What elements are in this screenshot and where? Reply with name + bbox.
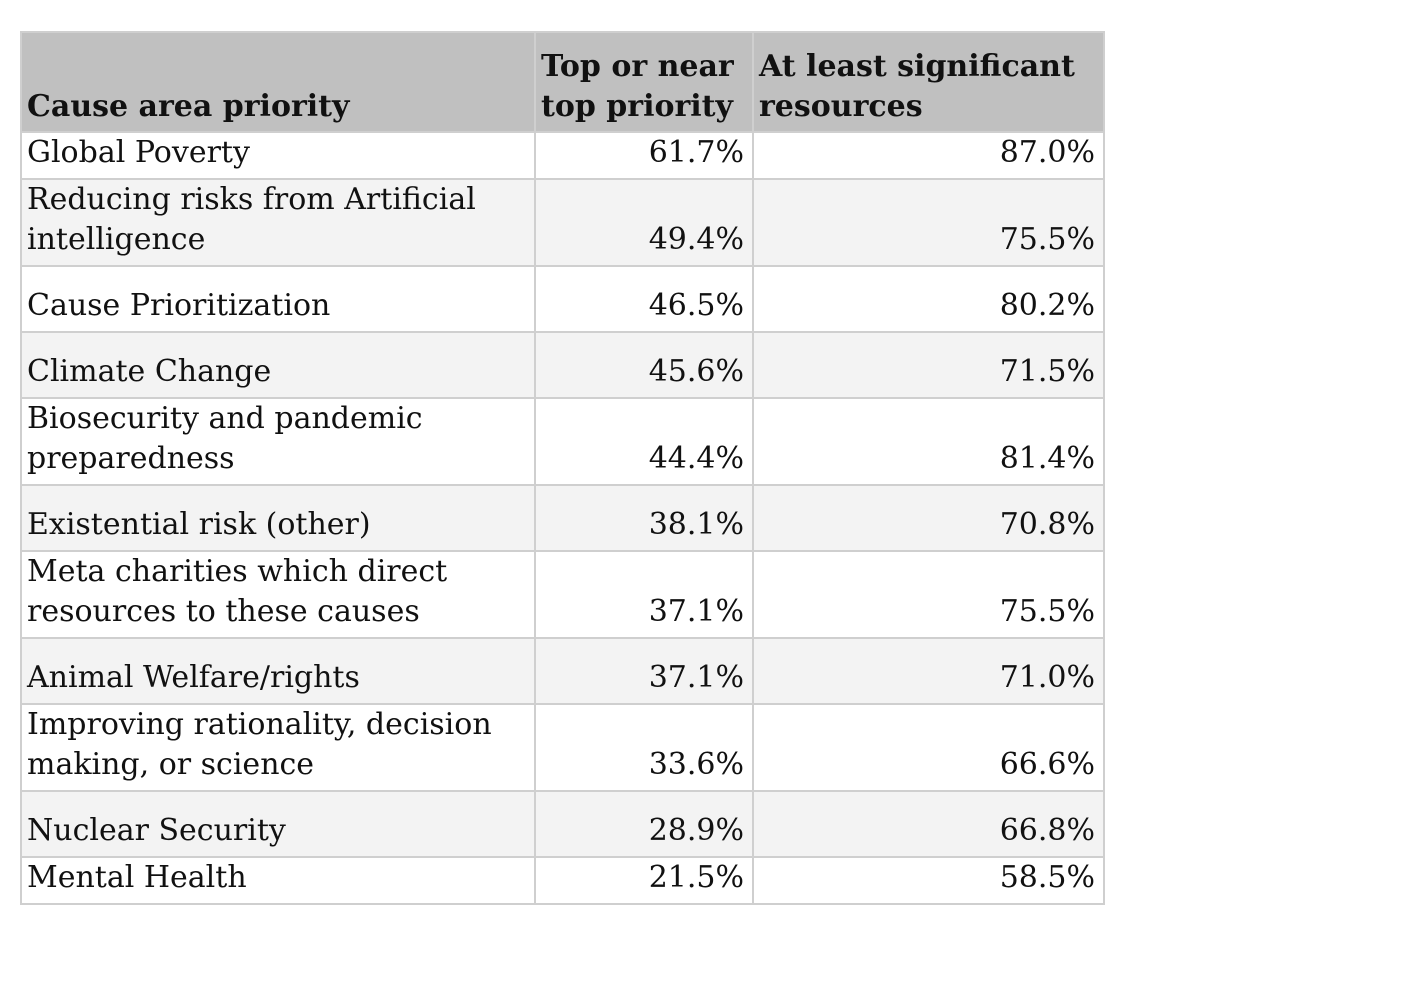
cause-priority-table: Cause area priority Top or near top prio… [20, 31, 1105, 905]
top-priority-cell: 38.1% [534, 484, 754, 552]
cause-cell: Cause Prioritization [20, 265, 536, 333]
top-priority-cell: 28.9% [534, 790, 754, 858]
cause-cell: Existential risk (other) [20, 484, 536, 552]
table-row: Biosecurity and pandemic preparedness 44… [20, 397, 1105, 486]
header-cause-area: Cause area priority [20, 31, 536, 133]
significant-cell: 70.8% [752, 484, 1105, 552]
cause-cell: Nuclear Security [20, 790, 536, 858]
header-significant-resources: At least significant resources [752, 31, 1105, 133]
cause-cell: Meta charities which direct resources to… [20, 550, 536, 639]
cause-cell: Biosecurity and pandemic preparedness [20, 397, 536, 486]
significant-cell: 80.2% [752, 265, 1105, 333]
cause-cell: Climate Change [20, 331, 536, 399]
table-row: Nuclear Security 28.9% 66.8% [20, 790, 1105, 858]
top-priority-cell: 21.5% [534, 856, 754, 905]
top-priority-cell: 37.1% [534, 637, 754, 705]
table-row: Meta charities which direct resources to… [20, 550, 1105, 639]
significant-cell: 71.0% [752, 637, 1105, 705]
table-row: Cause Prioritization 46.5% 80.2% [20, 265, 1105, 333]
significant-cell: 87.0% [752, 131, 1105, 180]
cause-cell: Mental Health [20, 856, 536, 905]
top-priority-cell: 33.6% [534, 703, 754, 792]
table-row: Animal Welfare/rights 37.1% 71.0% [20, 637, 1105, 705]
significant-cell: 75.5% [752, 550, 1105, 639]
significant-cell: 58.5% [752, 856, 1105, 905]
cause-cell: Reducing risks from Artificial intellige… [20, 178, 536, 267]
significant-cell: 81.4% [752, 397, 1105, 486]
top-priority-cell: 44.4% [534, 397, 754, 486]
top-priority-cell: 49.4% [534, 178, 754, 267]
table-row: Global Poverty 61.7% 87.0% [20, 131, 1105, 180]
table-row: Reducing risks from Artificial intellige… [20, 178, 1105, 267]
header-top-priority: Top or near top priority [534, 31, 754, 133]
top-priority-cell: 45.6% [534, 331, 754, 399]
significant-cell: 75.5% [752, 178, 1105, 267]
top-priority-cell: 61.7% [534, 131, 754, 180]
top-priority-cell: 46.5% [534, 265, 754, 333]
cause-cell: Animal Welfare/rights [20, 637, 536, 705]
cause-priority-table-container: Cause area priority Top or near top prio… [20, 31, 1105, 905]
cause-cell: Improving rationality, decision making, … [20, 703, 536, 792]
table-row: Improving rationality, decision making, … [20, 703, 1105, 792]
table-header-row: Cause area priority Top or near top prio… [20, 31, 1105, 133]
significant-cell: 66.6% [752, 703, 1105, 792]
table-row: Climate Change 45.6% 71.5% [20, 331, 1105, 399]
table-row: Mental Health 21.5% 58.5% [20, 856, 1105, 905]
significant-cell: 71.5% [752, 331, 1105, 399]
top-priority-cell: 37.1% [534, 550, 754, 639]
table-row: Existential risk (other) 38.1% 70.8% [20, 484, 1105, 552]
significant-cell: 66.8% [752, 790, 1105, 858]
cause-cell: Global Poverty [20, 131, 536, 180]
